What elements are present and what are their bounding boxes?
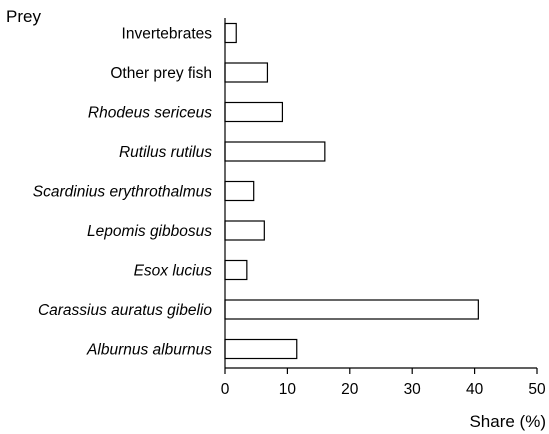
x-axis-title: Share (%) xyxy=(469,412,546,431)
category-label: Esox lucius xyxy=(134,263,213,280)
x-tick-label: 10 xyxy=(279,381,297,398)
x-tick-label: 0 xyxy=(221,381,230,398)
x-tick-label: 50 xyxy=(528,381,546,398)
bar xyxy=(224,180,255,202)
category-label: Carassius auratus gibelio xyxy=(38,302,212,319)
bar xyxy=(224,22,237,44)
x-axis-ticks: 0 10 20 30 40 50 xyxy=(221,368,546,398)
category-labels: Invertebrates Other prey fish Rhodeus seri… xyxy=(33,26,213,359)
bar xyxy=(224,299,479,320)
bar xyxy=(224,338,298,360)
category-label: Lepomis gibbosus xyxy=(87,223,212,240)
category-label: Rutilus rutilus xyxy=(119,144,212,161)
category-label: Invertebrates xyxy=(122,26,213,43)
bar xyxy=(224,62,269,83)
category-label: Alburnus alburnus xyxy=(86,342,212,359)
bar xyxy=(224,259,248,281)
x-tick-label: 30 xyxy=(404,381,422,398)
x-tick-label: 40 xyxy=(466,381,484,398)
y-axis-title: Prey xyxy=(6,7,41,26)
bar xyxy=(224,141,326,162)
category-label: Scardinius erythrothalmus xyxy=(33,184,212,201)
bar xyxy=(224,220,265,241)
bars xyxy=(224,22,479,360)
bar xyxy=(224,101,284,123)
x-tick-label: 20 xyxy=(341,381,359,398)
category-label: Other prey fish xyxy=(110,65,212,82)
category-label: Rhodeus sericeus xyxy=(88,105,212,122)
